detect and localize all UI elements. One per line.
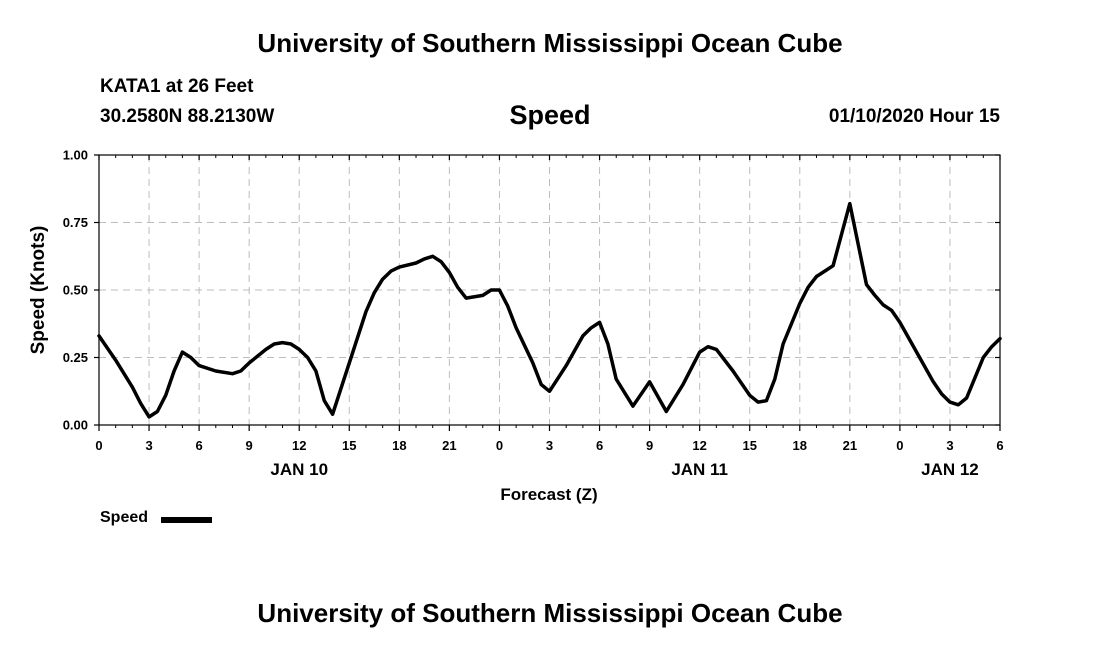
x-tick-label: 9: [246, 438, 253, 453]
x-tick-label: 0: [896, 438, 903, 453]
x-tick-label: 15: [742, 438, 756, 453]
legend-label: Speed: [100, 509, 149, 526]
y-axis-label: Speed (Knots): [28, 226, 49, 355]
station-label: KATA1 at 26 Feet: [100, 76, 254, 97]
x-tick-label: 21: [843, 438, 857, 453]
x-tick-label: 21: [442, 438, 456, 453]
x-tick-label: 3: [946, 438, 953, 453]
grid: [99, 155, 1000, 425]
x-tick-label: 6: [195, 438, 202, 453]
day-label: JAN 12: [921, 460, 979, 479]
y-tick-label: 0.50: [63, 283, 88, 298]
x-tick-label: 9: [646, 438, 653, 453]
y-tick-label: 0.00: [63, 418, 88, 433]
x-tick-label: 12: [692, 438, 706, 453]
x-tick-label: 15: [342, 438, 356, 453]
footer-title: University of Southern Mississippi Ocean…: [257, 598, 843, 628]
x-tick-label: 3: [145, 438, 152, 453]
x-tick-label: 0: [496, 438, 503, 453]
page-title: University of Southern Mississippi Ocean…: [257, 28, 843, 58]
x-tick-label: 3: [546, 438, 553, 453]
axis-ticks: [94, 154, 1001, 431]
y-tick-label: 1.00: [63, 148, 88, 163]
x-axis-label: Forecast (Z): [500, 485, 597, 504]
x-tick-label: 6: [996, 438, 1003, 453]
coordinates-label: 30.2580N 88.2130W: [100, 106, 275, 127]
x-axis-tick-labels: 0 3 6 9 12 15 18 21 0 3 6 9 12 15 18 21 0 3 6: [95, 438, 1003, 453]
y-tick-label: 0.75: [63, 215, 88, 230]
x-tick-label: 18: [392, 438, 406, 453]
y-axis-tick-labels: 0.00 0.25 0.50 0.75 1.00: [63, 148, 88, 433]
x-tick-label: 0: [95, 438, 102, 453]
forecast-datetime: 01/10/2020 Hour 15: [828, 106, 1000, 127]
x-tick-label: 18: [793, 438, 807, 453]
day-label: JAN 11: [671, 460, 728, 479]
series-line-speed: [97, 201, 1002, 419]
day-labels: JAN 10 JAN 11 JAN 12: [270, 460, 978, 479]
legend-swatch: [161, 517, 212, 523]
chart-title: Speed: [509, 100, 591, 130]
y-tick-label: 0.25: [63, 350, 88, 365]
x-tick-label: 12: [292, 438, 306, 453]
x-tick-label: 6: [596, 438, 603, 453]
day-label: JAN 10: [270, 460, 328, 479]
